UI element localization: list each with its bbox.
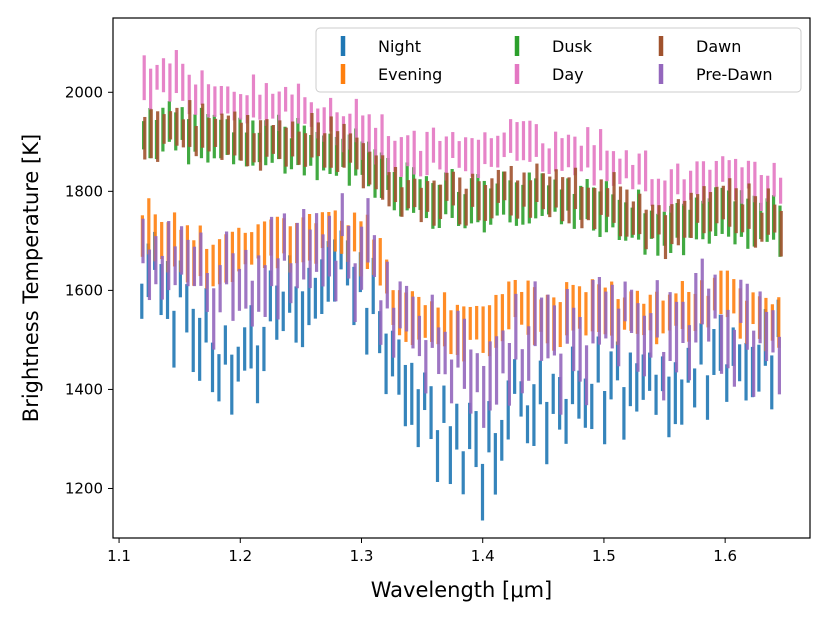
x-axis-label: Wavelength [μm] (371, 578, 552, 602)
series-day (142, 50, 783, 215)
x-tick-label: 1.5 (592, 547, 616, 565)
series-pre-dawn (141, 193, 782, 428)
x-tick-label: 1.4 (471, 547, 495, 565)
plot-marks (140, 50, 783, 521)
x-tick-label: 1.6 (713, 547, 737, 565)
legend-label: Dawn (696, 37, 741, 56)
legend-item-night: Night (340, 36, 421, 56)
y-tick-label: 2000 (65, 83, 103, 101)
y-tick-label: 1600 (65, 281, 103, 299)
x-tick-label: 1.1 (107, 547, 131, 565)
legend-label: Night (378, 37, 421, 56)
legend-label: Dusk (552, 37, 593, 56)
x-axis: 1.1 1.2 1.3 1.4 1.5 1.6 (107, 538, 737, 565)
plot-frame (112, 17, 811, 539)
y-tick-label: 1800 (65, 182, 103, 200)
legend-item-dawn: Dawn (658, 36, 741, 56)
legend-item-pre-dawn: Pre-Dawn (658, 64, 773, 84)
legend-item-day: Day (514, 64, 584, 84)
legend: Night Dusk Dawn Evening Day Pre-Dawn (315, 27, 802, 93)
series-dawn (143, 100, 783, 260)
legend-label: Day (552, 65, 584, 84)
y-axis-label: Brightness Temperature [K] (19, 134, 43, 422)
legend-item-dusk: Dusk (514, 36, 593, 56)
y-axis: 1200 1400 1600 1800 2000 (65, 83, 113, 497)
x-tick-label: 1.2 (228, 547, 252, 565)
legend-label: Evening (378, 65, 442, 84)
legend-item-evening: Evening (340, 64, 442, 84)
y-tick-label: 1200 (65, 479, 103, 497)
x-tick-label: 1.3 (350, 547, 374, 565)
y-tick-label: 1400 (65, 380, 103, 398)
legend-label: Pre-Dawn (696, 65, 773, 84)
legend-box (315, 27, 802, 93)
